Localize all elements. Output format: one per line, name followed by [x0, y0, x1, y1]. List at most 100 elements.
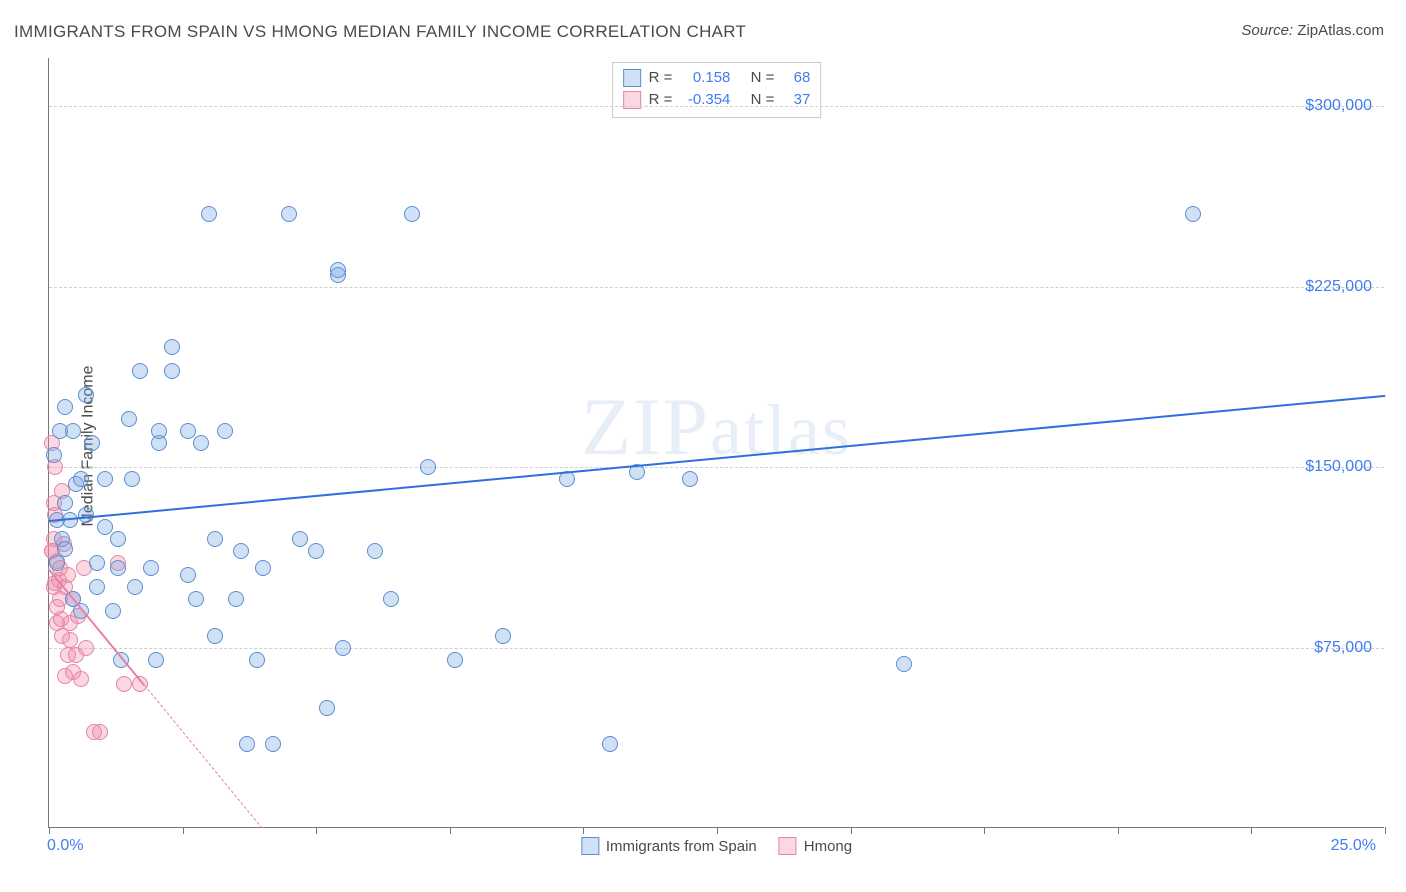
chart-container: IMMIGRANTS FROM SPAIN VS HMONG MEDIAN FA… — [0, 0, 1406, 892]
data-point — [239, 736, 255, 752]
data-point — [682, 471, 698, 487]
gridline — [49, 287, 1384, 288]
data-point — [151, 423, 167, 439]
plot-area: ZIPatlas R = 0.158 N = 68 R = -0.354 N =… — [48, 58, 1384, 828]
stats-row-series-2: R = -0.354 N = 37 — [623, 89, 811, 111]
y-tick-label: $150,000 — [1305, 458, 1372, 476]
y-tick-label: $300,000 — [1305, 97, 1372, 115]
y-tick-label: $225,000 — [1305, 278, 1372, 296]
series-1-swatch — [581, 837, 599, 855]
data-point — [164, 363, 180, 379]
source-value: ZipAtlas.com — [1297, 22, 1384, 39]
source-attribution: Source: ZipAtlas.com — [1241, 22, 1384, 39]
series-1-swatch — [623, 69, 641, 87]
data-point — [73, 671, 89, 687]
data-point — [420, 459, 436, 475]
data-point — [49, 555, 65, 571]
legend-item-series-2: Hmong — [779, 837, 852, 855]
data-point — [201, 206, 217, 222]
data-point — [164, 339, 180, 355]
x-tick — [450, 827, 451, 834]
data-point — [124, 471, 140, 487]
n-label: N = — [751, 89, 775, 111]
data-point — [121, 411, 137, 427]
data-point — [217, 423, 233, 439]
data-point — [265, 736, 281, 752]
data-point — [495, 628, 511, 644]
data-point — [57, 495, 73, 511]
data-point — [383, 591, 399, 607]
data-point — [127, 579, 143, 595]
series-1-n-value: 68 — [782, 67, 810, 89]
watermark: ZIPatlas — [581, 380, 852, 474]
data-point — [73, 471, 89, 487]
bottom-legend: Immigrants from Spain Hmong — [581, 837, 852, 855]
x-tick — [1385, 827, 1386, 834]
stats-legend: R = 0.158 N = 68 R = -0.354 N = 37 — [612, 62, 822, 118]
x-tick — [984, 827, 985, 834]
legend-item-series-1: Immigrants from Spain — [581, 837, 757, 855]
data-point — [57, 541, 73, 557]
data-point — [89, 555, 105, 571]
series-2-n-value: 37 — [782, 89, 810, 111]
data-point — [308, 543, 324, 559]
r-label: R = — [649, 67, 673, 89]
data-point — [335, 640, 351, 656]
data-point — [207, 628, 223, 644]
trend-line — [144, 685, 262, 829]
data-point — [132, 363, 148, 379]
gridline — [49, 467, 1384, 468]
x-axis-max-label: 25.0% — [1331, 837, 1376, 855]
data-point — [1185, 206, 1201, 222]
x-tick — [1251, 827, 1252, 834]
data-point — [233, 543, 249, 559]
data-point — [896, 656, 912, 672]
data-point — [330, 262, 346, 278]
data-point — [116, 676, 132, 692]
y-tick-label: $75,000 — [1314, 639, 1372, 657]
data-point — [78, 387, 94, 403]
data-point — [60, 567, 76, 583]
data-point — [188, 591, 204, 607]
data-point — [404, 206, 420, 222]
data-point — [602, 736, 618, 752]
chart-title: IMMIGRANTS FROM SPAIN VS HMONG MEDIAN FA… — [14, 22, 746, 42]
x-tick — [851, 827, 852, 834]
data-point — [65, 423, 81, 439]
data-point — [92, 724, 108, 740]
gridline — [49, 106, 1384, 107]
data-point — [89, 579, 105, 595]
data-point — [255, 560, 271, 576]
data-point — [319, 700, 335, 716]
data-point — [143, 560, 159, 576]
data-point — [57, 399, 73, 415]
data-point — [292, 531, 308, 547]
data-point — [207, 531, 223, 547]
data-point — [249, 652, 265, 668]
data-point — [180, 567, 196, 583]
data-point — [148, 652, 164, 668]
data-point — [105, 603, 121, 619]
data-point — [46, 447, 62, 463]
data-point — [180, 423, 196, 439]
data-point — [281, 206, 297, 222]
trend-line — [49, 395, 1385, 522]
data-point — [367, 543, 383, 559]
x-tick — [183, 827, 184, 834]
x-tick — [583, 827, 584, 834]
data-point — [97, 471, 113, 487]
series-2-swatch — [779, 837, 797, 855]
n-label: N = — [751, 67, 775, 89]
stats-row-series-1: R = 0.158 N = 68 — [623, 67, 811, 89]
r-label: R = — [649, 89, 673, 111]
x-axis-min-label: 0.0% — [47, 837, 83, 855]
data-point — [193, 435, 209, 451]
data-point — [110, 531, 126, 547]
series-1-name: Immigrants from Spain — [606, 838, 757, 855]
x-tick — [717, 827, 718, 834]
gridline — [49, 648, 1384, 649]
data-point — [447, 652, 463, 668]
x-tick — [316, 827, 317, 834]
x-tick — [49, 827, 50, 834]
series-2-name: Hmong — [804, 838, 852, 855]
